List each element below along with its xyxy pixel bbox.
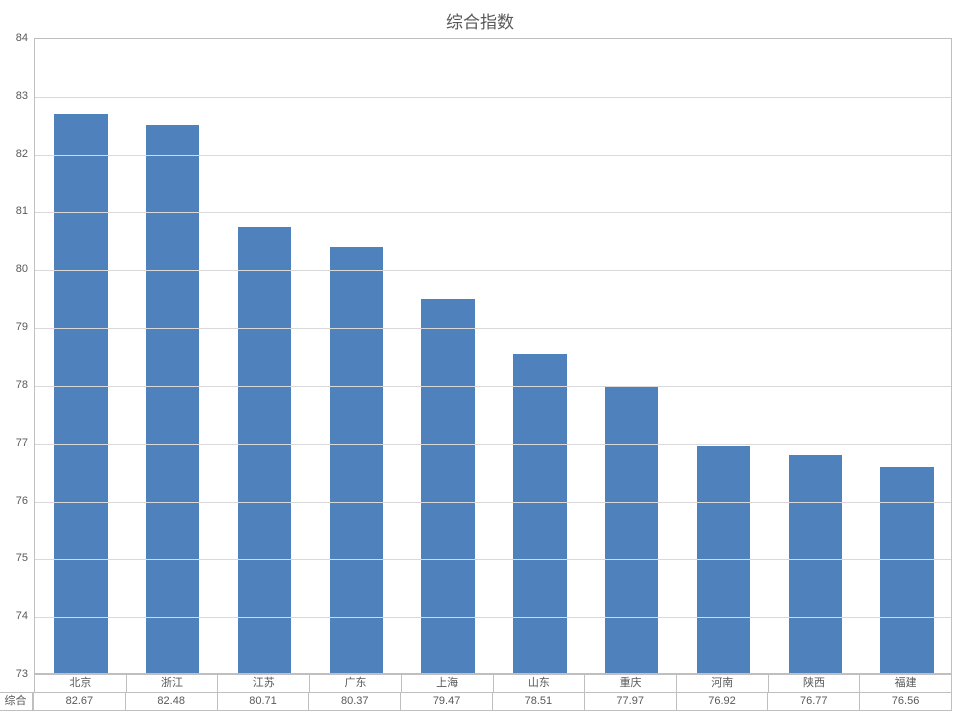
data-table-category-cell: 江苏: [217, 674, 310, 693]
data-table-value-cell: 78.51: [492, 692, 585, 711]
grid-line: [35, 559, 951, 560]
data-table-category-cell: 陕西: [768, 674, 861, 693]
data-table-values-row: 综合 82.6782.4880.7180.3779.4778.5177.9776…: [34, 692, 952, 711]
y-axis-tick-label: 79: [16, 321, 28, 333]
data-table-value-cell: 76.56: [859, 692, 952, 711]
data-table-row-header: 综合: [0, 692, 33, 711]
data-table-value-cell: 76.77: [767, 692, 860, 711]
data-table-category-cell: 广东: [309, 674, 402, 693]
grid-line: [35, 502, 951, 503]
data-table-category-cell: 浙江: [126, 674, 219, 693]
data-table-category-cell: 北京: [34, 674, 127, 693]
data-table-category-cell: 上海: [401, 674, 494, 693]
data-table-value-cell: 80.37: [308, 692, 401, 711]
bar: [605, 386, 658, 673]
y-axis-tick-label: 77: [16, 437, 28, 449]
y-axis-tick-label: 78: [16, 379, 28, 391]
data-table: 北京浙江江苏广东上海山东重庆河南陕西福建 综合 82.6782.4880.718…: [34, 674, 952, 711]
grid-line: [35, 617, 951, 618]
grid-line: [35, 155, 951, 156]
y-axis-tick-label: 84: [16, 32, 28, 44]
data-table-category-cell: 重庆: [584, 674, 677, 693]
data-table-value-cell: 80.71: [217, 692, 310, 711]
grid-line: [35, 270, 951, 271]
y-axis-tick-label: 73: [16, 668, 28, 680]
data-table-value-cell: 77.97: [584, 692, 677, 711]
bars-layer: [35, 39, 951, 673]
y-axis-tick-label: 80: [16, 263, 28, 275]
y-axis: 737475767778798081828384: [0, 38, 30, 674]
data-table-value-cell: 76.92: [676, 692, 769, 711]
grid-line: [35, 444, 951, 445]
grid-line: [35, 97, 951, 98]
y-axis-tick-label: 82: [16, 148, 28, 160]
y-axis-tick-label: 83: [16, 90, 28, 102]
data-table-value-cell: 82.67: [33, 692, 126, 711]
chart-title: 综合指数: [0, 8, 960, 33]
bar: [880, 467, 933, 673]
y-axis-tick-label: 76: [16, 495, 28, 507]
chart-container: 综合指数 73 74 75 76 77 78 79 80 81 82 83 84 北京浙江江苏广东上海…: [0, 0, 960, 720]
data-table-category-cell: 河南: [676, 674, 769, 693]
y-axis-tick-label: 81: [16, 205, 28, 217]
data-table-categories-row: 北京浙江江苏广东上海山东重庆河南陕西福建: [34, 674, 952, 693]
y-axis-tick-label: 75: [16, 552, 28, 564]
bar: [513, 354, 566, 673]
data-table-category-cell: 福建: [859, 674, 952, 693]
bar: [789, 455, 842, 673]
data-table-value-cell: 82.48: [125, 692, 218, 711]
y-axis-tick-label: 74: [16, 610, 28, 622]
grid-line: [35, 328, 951, 329]
bar: [146, 125, 199, 673]
data-table-category-cell: 山东: [493, 674, 586, 693]
bar: [238, 227, 291, 673]
grid-line: [35, 212, 951, 213]
bar: [330, 247, 383, 673]
bar: [54, 114, 107, 673]
data-table-value-cell: 79.47: [400, 692, 493, 711]
grid-line: [35, 386, 951, 387]
plot-area: [34, 38, 952, 674]
